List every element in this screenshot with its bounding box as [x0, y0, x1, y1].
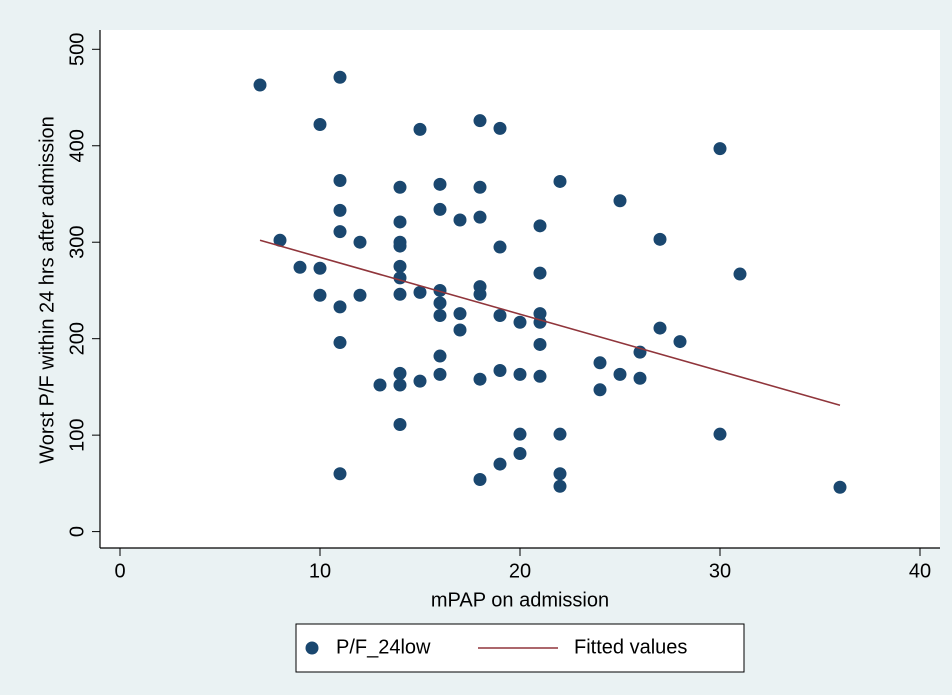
- scatter-point: [453, 307, 467, 321]
- scatter-point: [833, 480, 847, 494]
- scatter-point: [713, 427, 727, 441]
- scatter-point: [333, 203, 347, 217]
- scatter-point: [353, 288, 367, 302]
- scatter-point: [473, 210, 487, 224]
- scatter-point: [333, 225, 347, 239]
- scatter-point: [713, 142, 727, 156]
- scatter-point: [313, 261, 327, 275]
- x-tick-label: 20: [509, 560, 531, 582]
- scatter-point: [473, 180, 487, 194]
- scatter-point: [473, 473, 487, 487]
- scatter-point: [333, 173, 347, 187]
- scatter-point: [373, 378, 387, 392]
- scatter-point: [493, 364, 507, 378]
- y-tick-label: 0: [66, 526, 88, 537]
- scatter-point: [553, 174, 567, 188]
- x-axis-label: mPAP on admission: [431, 589, 609, 611]
- scatter-point: [473, 287, 487, 301]
- scatter-point: [433, 296, 447, 310]
- scatter-point: [513, 427, 527, 441]
- x-tick-label: 40: [909, 560, 931, 582]
- scatter-point: [253, 78, 267, 92]
- scatter-point: [533, 266, 547, 280]
- scatter-point: [333, 336, 347, 350]
- scatter-point: [533, 219, 547, 233]
- scatter-point: [413, 285, 427, 299]
- scatter-point: [593, 383, 607, 397]
- scatter-point: [493, 121, 507, 135]
- scatter-point: [633, 371, 647, 385]
- scatter-point: [353, 235, 367, 249]
- scatter-point: [553, 467, 567, 481]
- scatter-point: [393, 287, 407, 301]
- scatter-point: [273, 233, 287, 247]
- scatter-point: [553, 479, 567, 493]
- x-tick-label: 0: [114, 560, 125, 582]
- scatter-point: [473, 372, 487, 386]
- scatter-point: [433, 202, 447, 216]
- scatter-point: [493, 309, 507, 323]
- scatter-point: [453, 323, 467, 337]
- scatter-point: [333, 70, 347, 84]
- scatter-point: [653, 232, 667, 246]
- legend-label: Fitted values: [574, 636, 687, 658]
- scatter-point: [433, 367, 447, 381]
- scatter-point: [293, 260, 307, 274]
- scatter-point: [433, 309, 447, 323]
- scatter-point: [393, 378, 407, 392]
- y-tick-label: 300: [66, 226, 88, 259]
- scatter-point: [333, 300, 347, 314]
- scatter-point: [333, 467, 347, 481]
- scatter-point: [413, 122, 427, 136]
- scatter-point: [533, 369, 547, 383]
- legend-label: P/F_24low: [336, 636, 431, 658]
- y-tick-label: 100: [66, 418, 88, 451]
- scatter-point: [433, 177, 447, 191]
- x-tick-label: 10: [309, 560, 331, 582]
- scatter-point: [393, 418, 407, 432]
- fitted-line: [259, 239, 841, 407]
- y-tick-label: 400: [66, 129, 88, 162]
- scatter-point: [593, 356, 607, 370]
- scatter-point: [313, 118, 327, 132]
- scatter-point: [393, 239, 407, 253]
- scatter-point: [673, 335, 687, 349]
- scatter-point: [393, 366, 407, 380]
- scatter-point: [453, 213, 467, 227]
- legend-marker: [305, 641, 319, 655]
- scatter-point: [513, 446, 527, 460]
- scatter-point: [533, 337, 547, 351]
- scatter-point: [433, 283, 447, 297]
- plot-area: [100, 30, 940, 548]
- scatter-point: [653, 321, 667, 335]
- x-tick-label: 30: [709, 560, 731, 582]
- scatter-point: [393, 215, 407, 229]
- scatter-point: [493, 457, 507, 471]
- scatter-point: [393, 259, 407, 273]
- scatter-point: [473, 114, 487, 128]
- y-tick-label: 200: [66, 322, 88, 355]
- scatter-point: [513, 367, 527, 381]
- scatter-point: [613, 194, 627, 208]
- scatter-point: [493, 240, 507, 254]
- y-tick-label: 500: [66, 33, 88, 66]
- scatter-point: [613, 367, 627, 381]
- scatter-point: [413, 374, 427, 388]
- scatter-point: [393, 180, 407, 194]
- scatter-point: [433, 349, 447, 363]
- scatter-point: [533, 315, 547, 329]
- y-axis-label: Worst P/F within 24 hrs after admission: [36, 116, 58, 464]
- scatter-point: [513, 315, 527, 329]
- scatter-point: [313, 288, 327, 302]
- scatter-point: [733, 267, 747, 281]
- scatter-point: [393, 271, 407, 285]
- scatter-point: [553, 427, 567, 441]
